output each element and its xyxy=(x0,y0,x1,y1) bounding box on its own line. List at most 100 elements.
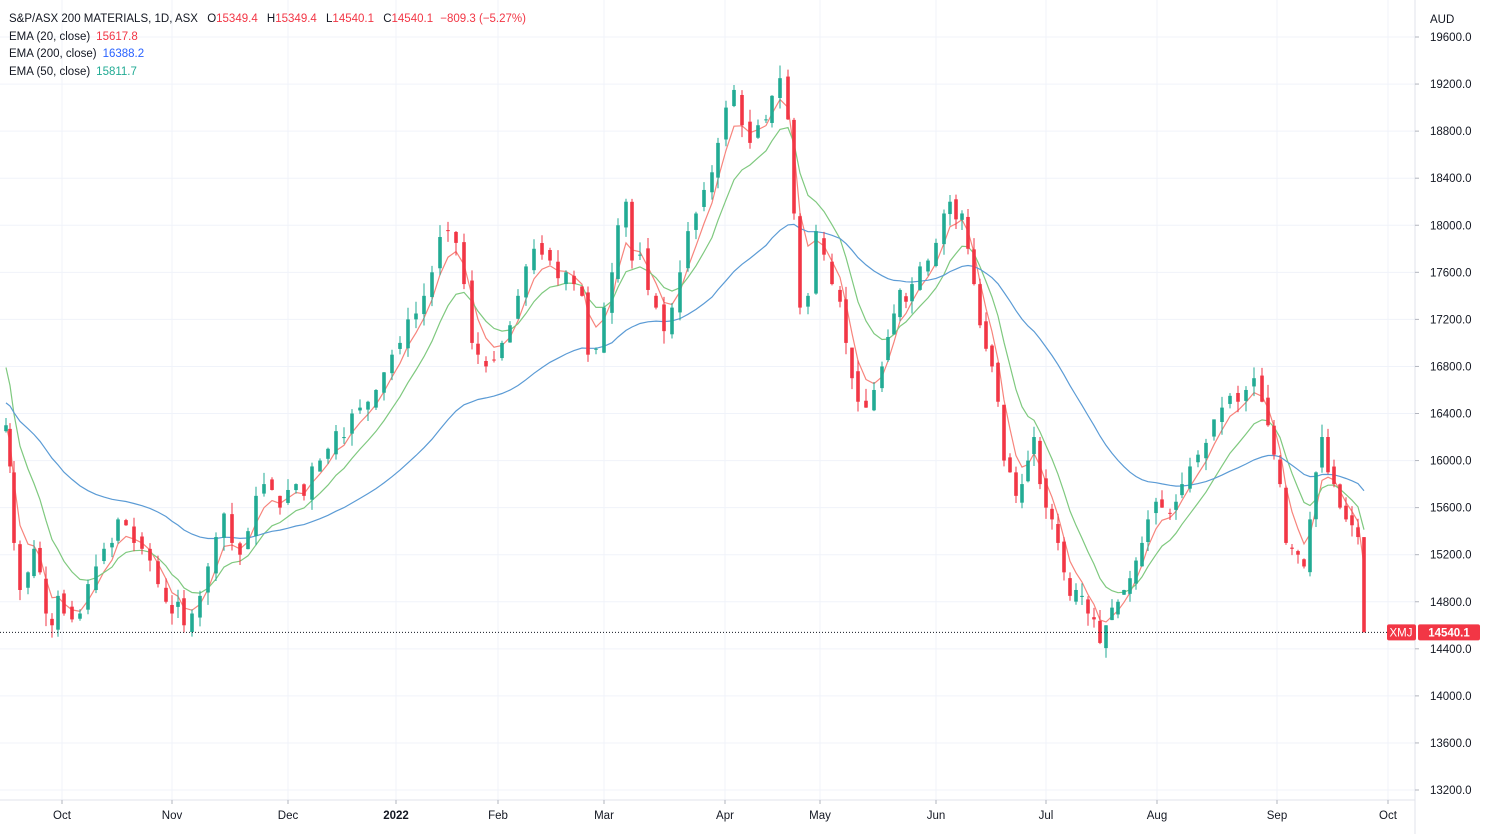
candle xyxy=(806,293,810,315)
candle-body xyxy=(960,213,964,220)
candle-body xyxy=(798,216,802,308)
candle xyxy=(1252,367,1256,397)
candle-body xyxy=(716,142,720,178)
candle xyxy=(132,517,136,552)
candle xyxy=(116,517,120,544)
candle-body xyxy=(778,78,782,98)
candle xyxy=(1356,518,1360,545)
candle xyxy=(56,590,60,637)
candle-body xyxy=(838,289,842,302)
candle-body xyxy=(594,348,598,350)
candle xyxy=(1080,583,1084,606)
candle-body xyxy=(238,543,242,555)
candle-body xyxy=(246,531,250,550)
candle xyxy=(716,137,720,189)
candle-body xyxy=(918,266,922,290)
y-tick-label: 18800.0 xyxy=(1430,126,1472,138)
candle xyxy=(1008,453,1012,473)
candle xyxy=(8,423,12,473)
candle xyxy=(686,221,690,272)
candle-body xyxy=(748,121,752,143)
candle xyxy=(70,600,74,623)
candle-body xyxy=(1098,620,1102,643)
candle xyxy=(1092,607,1096,628)
candle xyxy=(310,462,314,510)
candle xyxy=(678,260,682,321)
candle-body xyxy=(764,119,768,121)
candle xyxy=(972,238,976,286)
y-tick-label: 13600.0 xyxy=(1430,738,1472,750)
candle xyxy=(398,336,402,355)
candle-body xyxy=(686,231,690,269)
candle-body xyxy=(350,413,354,434)
candle xyxy=(334,424,338,460)
candle xyxy=(430,265,434,307)
candle xyxy=(1026,450,1030,483)
ema20-row[interactable]: EMA (20, close) 15617.8 xyxy=(9,29,526,47)
x-tick-label: Mar xyxy=(594,810,614,822)
candle xyxy=(366,400,370,422)
ema200-value: 16388.2 xyxy=(102,48,145,60)
candle xyxy=(1110,599,1114,621)
candle-body xyxy=(996,362,1000,402)
candle-body xyxy=(342,437,346,439)
candle-body xyxy=(1074,589,1078,602)
candle-body xyxy=(540,243,544,255)
candle xyxy=(1188,457,1192,493)
candle-body xyxy=(1154,501,1158,514)
ema200-row[interactable]: EMA (200, close) 16388.2 xyxy=(9,46,526,64)
candle xyxy=(1204,438,1208,471)
candle xyxy=(814,224,818,295)
candle-body xyxy=(1140,542,1144,567)
candle-body xyxy=(164,587,168,602)
candle xyxy=(12,461,16,551)
candle xyxy=(984,312,988,352)
candle xyxy=(110,537,114,558)
candle xyxy=(918,261,922,291)
candle xyxy=(1122,589,1126,596)
candle xyxy=(778,65,782,109)
candle xyxy=(1314,471,1318,528)
x-tick-label: 2022 xyxy=(383,810,409,822)
candle xyxy=(1154,497,1158,525)
candle xyxy=(1014,466,1018,503)
candle-body xyxy=(1290,547,1294,549)
candle xyxy=(786,69,790,121)
candle-body xyxy=(724,107,728,140)
candle-body xyxy=(1168,512,1172,514)
candle xyxy=(864,388,868,408)
candle xyxy=(358,399,362,414)
candle xyxy=(318,458,322,472)
candle-body xyxy=(646,248,650,290)
candle-body xyxy=(616,225,620,279)
candle-body xyxy=(206,566,210,593)
candle-body xyxy=(476,343,480,355)
candle-body xyxy=(1314,472,1318,520)
candle-body xyxy=(156,561,160,585)
candle-body xyxy=(1014,472,1018,496)
candle xyxy=(1168,508,1172,521)
candle-body xyxy=(524,266,528,298)
candle xyxy=(78,609,82,621)
candle-body xyxy=(966,216,970,249)
y-tick-label: 16400.0 xyxy=(1430,409,1472,421)
candle-body xyxy=(430,272,434,298)
candle xyxy=(616,218,620,283)
ema50-row[interactable]: EMA (50, close) 15811.7 xyxy=(9,64,526,82)
candle-body xyxy=(270,479,274,490)
candle-body xyxy=(148,548,152,561)
candle-body xyxy=(886,337,890,361)
candle xyxy=(374,389,378,411)
candle-body xyxy=(1350,515,1354,526)
candle xyxy=(1272,419,1276,460)
candle-body xyxy=(70,606,74,620)
candle xyxy=(1174,494,1178,520)
candle-body xyxy=(1302,559,1306,567)
candle xyxy=(286,479,290,505)
candle xyxy=(960,210,964,230)
candle xyxy=(414,301,418,329)
candle xyxy=(238,541,242,565)
candle xyxy=(422,283,426,326)
candle xyxy=(740,90,744,138)
